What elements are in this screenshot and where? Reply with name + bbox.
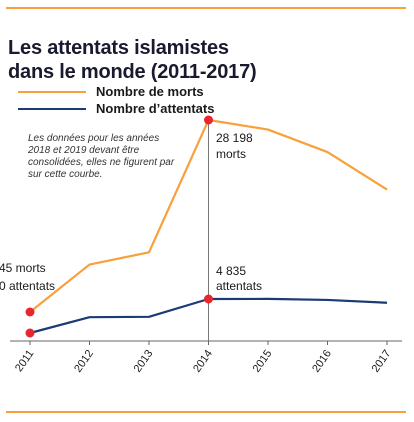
- x-tick-label-2017: 2017: [370, 348, 394, 375]
- x-tick-label-2015: 2015: [251, 348, 275, 375]
- legend-label-deaths: Nombre de morts: [96, 84, 204, 99]
- point-attacks-2014: [204, 294, 213, 304]
- x-tick-label-2013: 2013: [132, 348, 156, 375]
- title-line-1: Les attentats islamistes: [8, 37, 229, 59]
- bottom-rule: [6, 411, 406, 413]
- legend-item-deaths: Nombre de morts: [18, 83, 214, 100]
- x-tick-label-2012: 2012: [72, 348, 96, 375]
- top-rule: [6, 7, 406, 9]
- legend: Nombre de morts Nombre d’attentats: [18, 83, 214, 117]
- x-tick-label-2014: 2014: [191, 348, 215, 375]
- x-tick-label-2011: 2011: [13, 348, 36, 374]
- chart-note: Les données pour les années 2018 et 2019…: [28, 133, 175, 180]
- annotation-2014-deaths-value: 28 198: [216, 131, 253, 145]
- annotation-2011-deaths: 45 morts: [0, 261, 46, 275]
- legend-swatch-deaths: [18, 90, 86, 93]
- annotation-2014-attacks-unit: attentats: [216, 279, 262, 293]
- point-attacks-2011: [25, 328, 35, 338]
- point-deaths-2011: [25, 307, 35, 317]
- title-line-2: dans le monde (2011-2017): [8, 61, 257, 83]
- chart-title: Les attentats islamistes dans le monde (…: [8, 36, 257, 84]
- legend-item-attacks: Nombre d’attentats: [18, 100, 214, 117]
- point-deaths-2014: [204, 115, 213, 125]
- x-tick-label-2016: 2016: [310, 348, 334, 375]
- legend-swatch-attacks: [18, 107, 86, 110]
- annotation-2011-attacks: 0 attentats: [0, 279, 55, 293]
- annotation-2014-attacks-value: 4 835: [216, 264, 246, 278]
- legend-label-attacks: Nombre d’attentats: [96, 101, 215, 116]
- annotation-2014-deaths-unit: morts: [216, 147, 246, 161]
